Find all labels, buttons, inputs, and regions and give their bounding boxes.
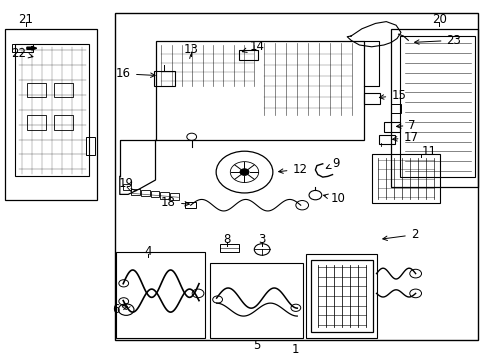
Bar — [390, 104, 400, 113]
Bar — [154, 71, 175, 86]
Bar — [305, 254, 376, 338]
Text: 3: 3 — [257, 233, 265, 246]
Text: 4: 4 — [143, 245, 151, 258]
Bar — [371, 154, 439, 203]
Bar — [27, 115, 46, 130]
Text: 11: 11 — [421, 145, 436, 158]
Text: 20: 20 — [431, 13, 446, 26]
Bar — [220, 244, 238, 252]
Text: 9: 9 — [325, 157, 339, 170]
Text: 6: 6 — [112, 303, 127, 316]
Text: 21: 21 — [19, 13, 33, 26]
Bar — [310, 260, 372, 332]
Bar — [85, 137, 95, 155]
Bar — [15, 44, 89, 176]
Text: 19: 19 — [119, 177, 133, 190]
Text: 23: 23 — [414, 34, 460, 47]
Text: 5: 5 — [252, 339, 260, 352]
Text: 16: 16 — [116, 67, 155, 80]
Bar — [170, 193, 179, 200]
Bar — [131, 189, 140, 195]
Bar — [116, 252, 205, 338]
Circle shape — [240, 169, 248, 175]
Bar — [54, 115, 73, 130]
Text: 2: 2 — [382, 228, 417, 241]
Text: 13: 13 — [183, 43, 198, 56]
Text: 7: 7 — [396, 119, 415, 132]
Text: 17: 17 — [392, 131, 418, 144]
Text: 12: 12 — [278, 163, 307, 176]
Bar — [155, 41, 364, 140]
Bar — [210, 263, 303, 338]
Bar — [5, 29, 97, 200]
Bar — [378, 135, 394, 144]
Text: 15: 15 — [379, 89, 405, 102]
Bar — [364, 93, 380, 104]
Bar — [384, 122, 399, 132]
Text: 22: 22 — [11, 47, 33, 60]
Bar — [399, 36, 474, 177]
Bar — [115, 13, 477, 340]
FancyArrow shape — [27, 46, 37, 50]
Text: 14: 14 — [242, 40, 264, 53]
Bar — [238, 50, 258, 60]
Bar — [184, 202, 195, 208]
Bar — [54, 83, 73, 97]
Bar — [12, 44, 33, 52]
Bar — [141, 190, 149, 196]
Text: 8: 8 — [223, 233, 230, 246]
Bar — [390, 29, 477, 187]
Bar — [150, 191, 159, 197]
Bar — [160, 192, 169, 199]
Text: 1: 1 — [291, 343, 299, 356]
Text: 18: 18 — [161, 196, 189, 209]
Bar — [27, 83, 46, 97]
Bar — [123, 184, 131, 190]
Text: 10: 10 — [323, 192, 345, 205]
